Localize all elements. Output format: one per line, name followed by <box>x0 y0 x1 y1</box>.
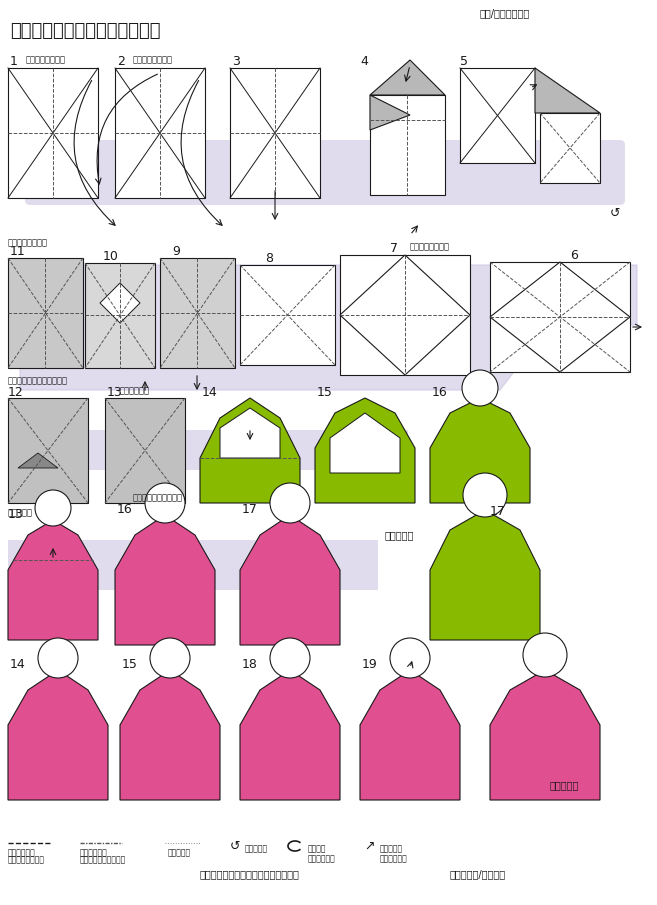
Text: やまおりせん: やまおりせん <box>80 848 108 857</box>
Circle shape <box>270 483 310 523</box>
Text: 3: 3 <box>232 55 240 68</box>
Text: 1: 1 <box>10 55 18 68</box>
Polygon shape <box>240 670 340 800</box>
Bar <box>340 255 470 375</box>
Text: 14: 14 <box>202 386 217 399</box>
Circle shape <box>523 633 567 677</box>
Circle shape <box>38 638 78 678</box>
Text: 13: 13 <box>107 386 123 399</box>
Polygon shape <box>120 670 220 800</box>
Circle shape <box>462 370 498 406</box>
FancyBboxPatch shape <box>25 140 625 205</box>
Bar <box>8 540 378 590</box>
Bar <box>8 430 408 470</box>
Bar <box>540 113 600 183</box>
Text: おだいりさま: おだいりさま <box>120 386 150 395</box>
Polygon shape <box>8 670 108 800</box>
Polygon shape <box>535 68 600 113</box>
Text: 8: 8 <box>265 252 273 265</box>
Text: 無断転用二次的著作物を禁止します。: 無断転用二次的著作物を禁止します。 <box>200 869 300 879</box>
Polygon shape <box>315 398 415 503</box>
Text: おりすじをつける: おりすじをつける <box>410 242 450 251</box>
Polygon shape <box>240 515 340 645</box>
Polygon shape <box>360 670 460 800</box>
Text: 16: 16 <box>432 386 448 399</box>
Text: ずをみる
むきがかわる: ずをみる むきがかわる <box>308 844 336 863</box>
Polygon shape <box>430 398 530 503</box>
Text: ずらすようになかわりおり: ずらすようになかわりおり <box>8 376 68 385</box>
Text: 17: 17 <box>490 505 506 518</box>
Polygon shape <box>430 510 540 640</box>
Text: 17: 17 <box>242 503 258 516</box>
Bar <box>490 262 630 372</box>
Text: ↺: ↺ <box>230 840 240 853</box>
Text: 【おだいりさま・おひなさま】: 【おだいりさま・おひなさま】 <box>10 22 160 40</box>
Text: てまえにおるせん: てまえにおるせん <box>8 855 45 864</box>
Polygon shape <box>370 95 410 130</box>
Text: 14: 14 <box>10 658 26 671</box>
Bar <box>8 258 83 368</box>
Circle shape <box>145 483 185 523</box>
Text: 創作/作図山田勝久: 創作/作図山田勝久 <box>480 8 530 18</box>
Text: 4: 4 <box>360 55 368 68</box>
Polygon shape <box>220 408 280 458</box>
Text: ↺: ↺ <box>610 206 620 220</box>
Bar <box>230 68 320 198</box>
Bar <box>160 258 235 368</box>
Text: たにおりせん: たにおりせん <box>8 848 35 857</box>
Polygon shape <box>490 262 630 372</box>
Circle shape <box>150 638 190 678</box>
Text: 12: 12 <box>8 386 24 399</box>
Text: 7: 7 <box>390 242 398 255</box>
Text: 15: 15 <box>317 386 333 399</box>
Text: 19: 19 <box>362 658 378 671</box>
Text: ↗: ↗ <box>365 840 375 853</box>
Bar <box>460 68 535 163</box>
Polygon shape <box>370 60 445 95</box>
Text: できあがり: できあがり <box>385 530 415 540</box>
Text: かそうせん: かそうせん <box>168 848 191 857</box>
Text: おりがみ畑/山田勝久: おりがみ畑/山田勝久 <box>450 869 506 879</box>
Text: 15: 15 <box>122 658 138 671</box>
Text: 11: 11 <box>10 245 26 258</box>
Polygon shape <box>8 520 98 640</box>
Bar <box>8 398 88 503</box>
Text: できあがり: できあがり <box>550 780 579 790</box>
Text: うらがえす: うらがえす <box>245 844 268 853</box>
Circle shape <box>270 638 310 678</box>
Polygon shape <box>200 398 300 503</box>
Text: おりすじをつける: おりすじをつける <box>8 238 48 247</box>
Bar <box>370 95 445 195</box>
Polygon shape <box>340 255 470 375</box>
Polygon shape <box>20 265 637 390</box>
Bar <box>105 398 185 503</box>
Polygon shape <box>115 515 215 645</box>
Bar <box>115 68 205 198</box>
Polygon shape <box>18 453 58 468</box>
Text: 2: 2 <box>117 55 125 68</box>
Text: 18: 18 <box>242 658 258 671</box>
Text: 16: 16 <box>117 503 133 516</box>
Polygon shape <box>490 670 600 800</box>
Text: おひなさま: おひなさま <box>8 508 33 517</box>
Text: 6: 6 <box>570 249 578 262</box>
Text: 10: 10 <box>103 250 119 263</box>
Circle shape <box>463 473 507 517</box>
Bar <box>240 265 335 365</box>
Text: むこうがわにおるせん: むこうがわにおるせん <box>80 855 126 864</box>
Polygon shape <box>100 283 140 323</box>
Polygon shape <box>330 413 400 473</box>
Text: 5: 5 <box>460 55 468 68</box>
Bar <box>8 68 98 198</box>
Circle shape <box>35 490 71 526</box>
Text: 13: 13 <box>8 508 24 521</box>
Text: おりすじをつける: おりすじをつける <box>133 55 173 64</box>
Text: 9: 9 <box>172 245 180 258</box>
Text: おりすじをつける: おりすじをつける <box>26 55 66 64</box>
Text: ずらすようにひきだす: ずらすようにひきだす <box>133 493 183 502</box>
Circle shape <box>390 638 430 678</box>
Bar <box>85 263 155 368</box>
Text: つぎのずが
おおきくなる: つぎのずが おおきくなる <box>380 844 408 863</box>
